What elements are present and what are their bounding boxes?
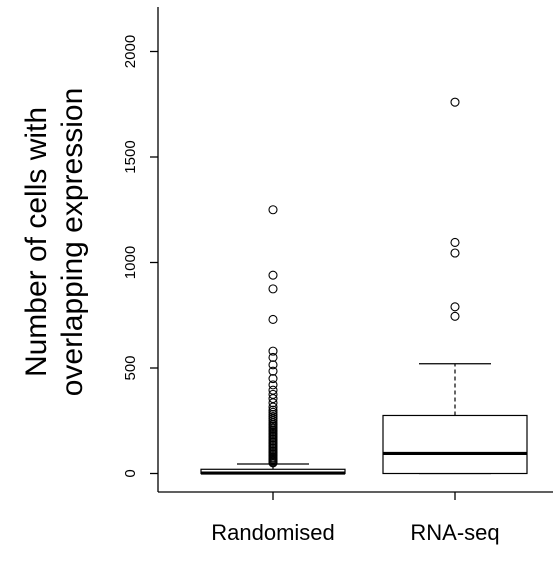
outlier-point: [268, 346, 278, 356]
outlier-point: [268, 205, 278, 215]
y-tick-label: 500: [122, 355, 139, 380]
outlier-point: [268, 380, 278, 390]
outlier-point: [268, 402, 278, 412]
outlier-point: [268, 366, 278, 376]
y-tick-label: 1500: [122, 140, 139, 173]
outlier-point: [268, 458, 278, 468]
box-rna-seq: [382, 97, 528, 475]
y-tick-label: 2000: [122, 35, 139, 68]
outlier-point: [268, 360, 278, 370]
outlier-point: [268, 373, 278, 384]
box-randomised: [200, 205, 346, 475]
y-axis-label: Number of cells with overlapping express…: [20, 88, 89, 397]
outlier-point: [450, 248, 460, 258]
outlier-point: [268, 314, 278, 325]
boxes: [200, 97, 528, 475]
outlier-point: [268, 352, 278, 363]
x-tick-label: RNA-seq: [410, 520, 499, 545]
axes: 0 500 1000 1500 2000 Randomised RNA-seq: [122, 7, 553, 545]
outlier-point: [268, 270, 278, 280]
x-tick-label: Randomised: [211, 520, 335, 545]
outlier-point: [268, 398, 278, 408]
y-tick-label: 0: [122, 469, 139, 477]
y-axis-label-line-1: Number of cells with: [20, 107, 53, 377]
outlier-point: [450, 97, 460, 107]
iqr-box: [382, 414, 528, 475]
outlier-point: [450, 311, 460, 321]
outlier-point: [450, 302, 460, 312]
y-tick-label: 1000: [122, 246, 139, 279]
y-axis-label-line-2: overlapping expression: [56, 88, 89, 397]
outlier-point: [450, 237, 460, 248]
outlier-point: [268, 284, 278, 294]
